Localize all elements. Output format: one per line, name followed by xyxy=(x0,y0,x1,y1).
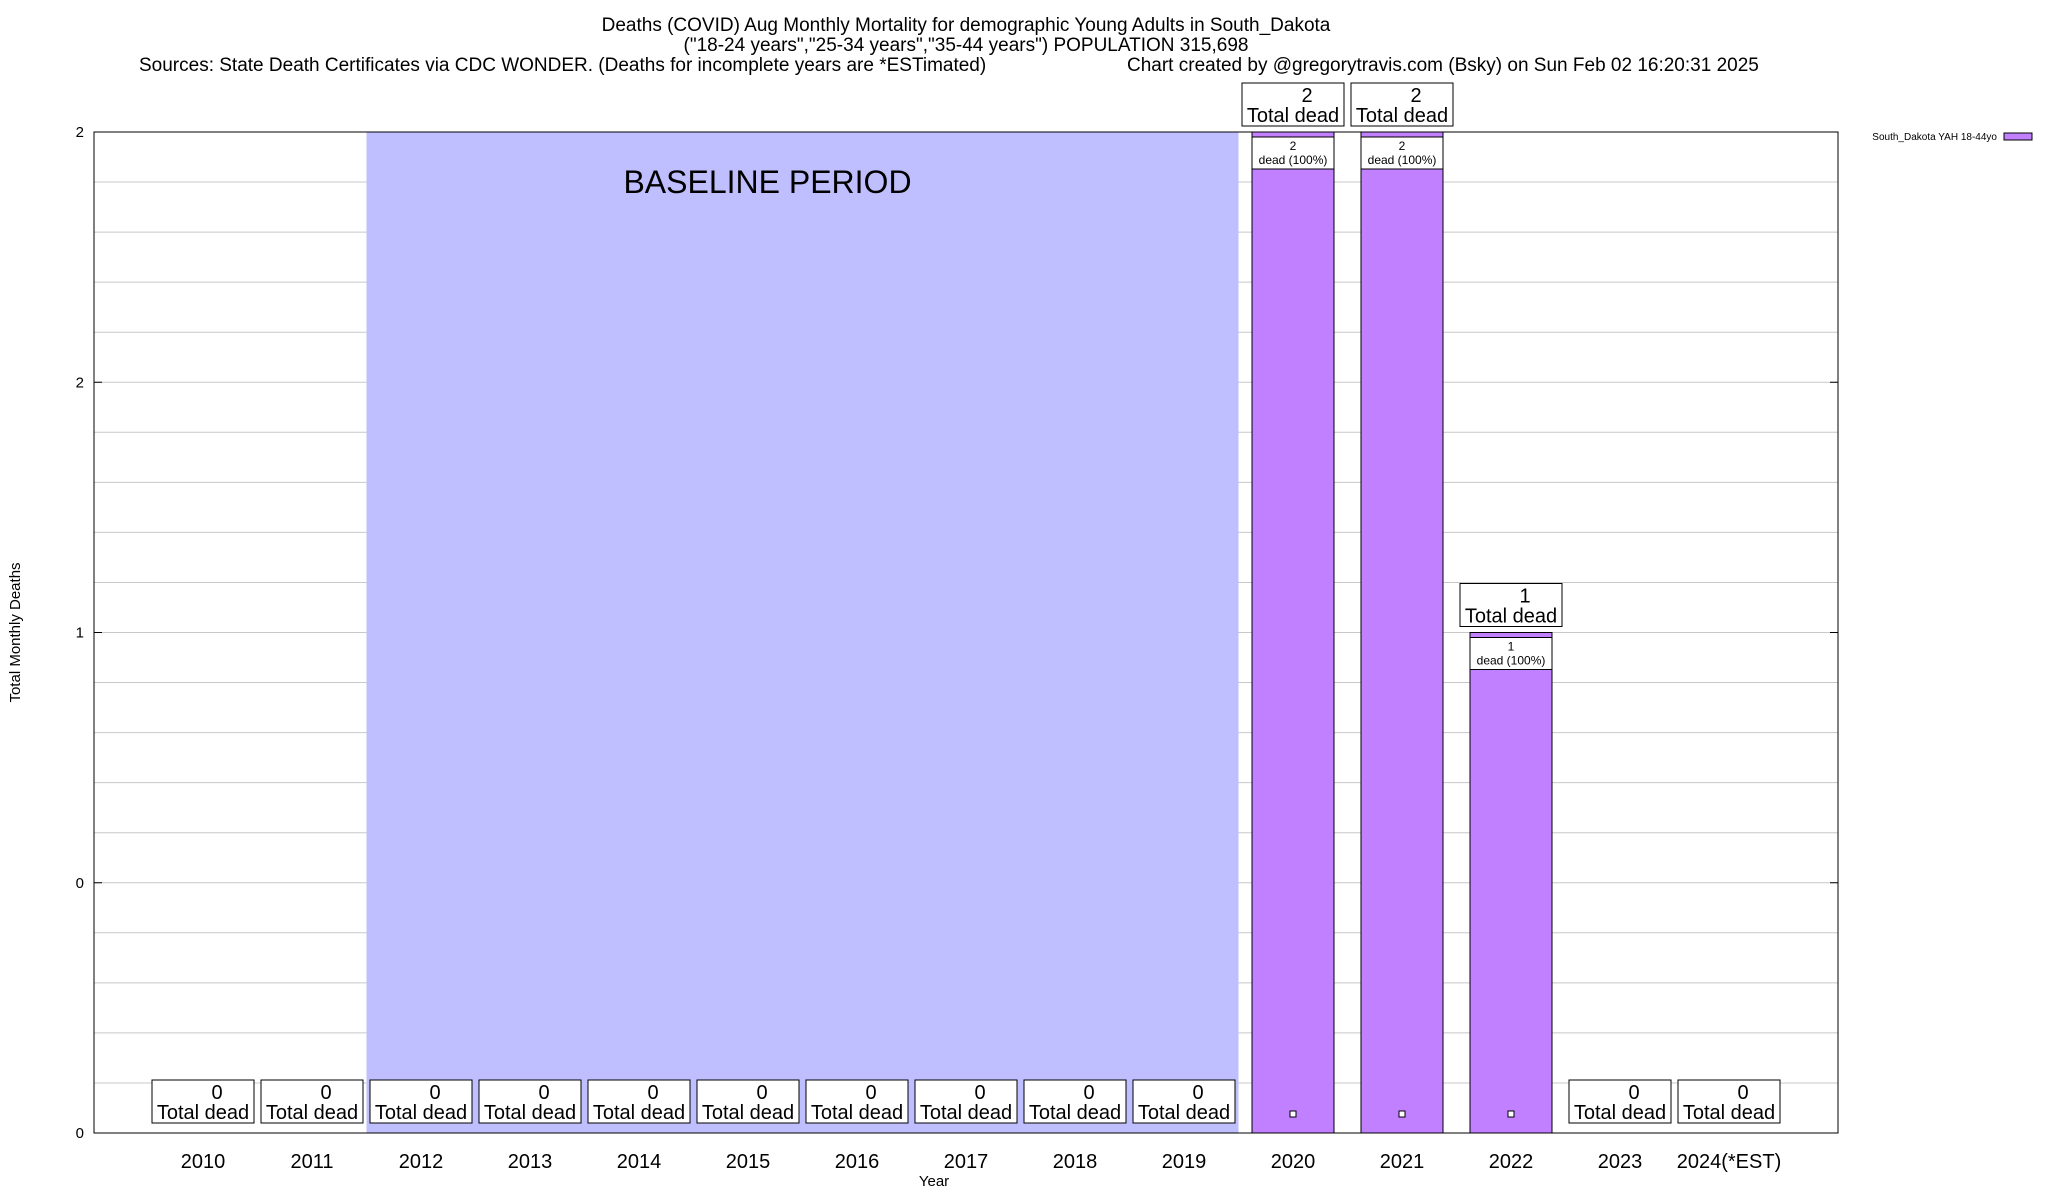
total-label-count: 2 xyxy=(1301,85,1312,107)
x-tick-label: 2018 xyxy=(1053,1151,1098,1173)
total-label-text: Total dead xyxy=(1574,1102,1666,1124)
total-label-box xyxy=(805,1079,909,1124)
y-axis: 0 0 1 2 2 xyxy=(76,124,1838,1142)
total-label-text: Total dead xyxy=(1029,1102,1121,1124)
legend-swatch xyxy=(2003,132,2033,141)
x-tick-label: 2011 xyxy=(290,1151,333,1173)
total-label-count: 2 xyxy=(1410,85,1421,107)
baseline-region: BASELINE PERIOD xyxy=(366,132,1239,1133)
total-label-box xyxy=(478,1079,582,1124)
total-label-box xyxy=(587,1079,691,1124)
total-label-box xyxy=(260,1079,364,1124)
y-tick-label: 2 xyxy=(76,374,84,391)
total-label-text: Total dead xyxy=(1247,105,1339,127)
x-tick-label: 2024(*EST) xyxy=(1677,1151,1782,1173)
total-label-box xyxy=(1023,1079,1127,1124)
x-tick-label: 2015 xyxy=(726,1151,771,1173)
total-label-box xyxy=(369,1079,473,1124)
total-label-count: 0 xyxy=(756,1082,767,1104)
total-label-text: Total dead xyxy=(920,1102,1012,1124)
segment-label-box xyxy=(1251,136,1335,170)
y-tick-label: 2 xyxy=(76,124,84,141)
total-label-text: Total dead xyxy=(593,1102,685,1124)
total-label-text: Total dead xyxy=(1683,1102,1775,1124)
total-label-text: Total dead xyxy=(1138,1102,1230,1124)
total-label-text: Total dead xyxy=(1465,606,1557,628)
bar xyxy=(1469,632,1553,1134)
y-tick-label: 1 xyxy=(76,625,84,642)
baseline-label: BASELINE PERIOD xyxy=(623,164,911,200)
x-tick-label: 2017 xyxy=(944,1151,989,1173)
total-label-count: 0 xyxy=(320,1082,331,1104)
chart-title: Deaths (COVID) Aug Monthly Mortality for… xyxy=(602,15,1331,36)
total-label-count: 0 xyxy=(1192,1082,1203,1104)
total-label-count: 0 xyxy=(538,1082,549,1104)
total-label-count: 0 xyxy=(865,1082,876,1104)
total-label-text: Total dead xyxy=(157,1102,249,1124)
total-label-text: Total dead xyxy=(1356,105,1448,127)
chart-titles: Deaths (COVID) Aug Monthly Mortality for… xyxy=(139,15,1759,76)
x-axis-label: Year xyxy=(919,1173,949,1190)
bar xyxy=(1251,131,1335,1134)
x-tick-label: 2019 xyxy=(1162,1151,1207,1173)
total-label-box xyxy=(696,1079,800,1124)
total-label-count: 0 xyxy=(429,1082,440,1104)
x-tick-label: 2020 xyxy=(1271,1151,1316,1173)
total-label-count: 0 xyxy=(1628,1082,1639,1104)
segment-label-count: 2 xyxy=(1290,139,1297,153)
segment-label-count: 1 xyxy=(1508,640,1515,654)
y-tick-label: 0 xyxy=(76,875,84,892)
total-label-count: 0 xyxy=(647,1082,658,1104)
x-tick-marker xyxy=(1398,1110,1406,1118)
y-tick-label: 0 xyxy=(76,1125,84,1142)
total-label-box xyxy=(914,1079,1018,1124)
total-label-box xyxy=(1568,1079,1672,1124)
chart-credit: Chart created by @gregorytravis.com (Bsk… xyxy=(1127,55,1759,76)
segment-label-box xyxy=(1469,637,1553,670)
baseline-rect xyxy=(366,132,1239,1133)
total-label-box xyxy=(1241,82,1345,127)
x-tick-label: 2014 xyxy=(617,1151,662,1173)
total-label-box xyxy=(151,1079,255,1124)
total-label-box xyxy=(1132,1079,1236,1124)
total-label-box xyxy=(1677,1079,1781,1124)
segment-label-count: 2 xyxy=(1399,139,1406,153)
x-tick-marker xyxy=(1507,1110,1515,1118)
total-label-box xyxy=(1459,583,1563,627)
total-label-text: Total dead xyxy=(375,1102,467,1124)
x-tick-label: 2013 xyxy=(508,1151,553,1173)
x-tick-label: 2016 xyxy=(835,1151,880,1173)
legend: South_Dakota YAH 18-44yo xyxy=(1872,132,2033,143)
total-label-text: Total dead xyxy=(702,1102,794,1124)
chart-subtitle: ("18-24 years","25-34 years","35-44 year… xyxy=(684,35,1249,56)
x-tick-label: 2010 xyxy=(181,1151,226,1173)
total-label-text: Total dead xyxy=(266,1102,358,1124)
y-axis-label: Total Monthly Deaths xyxy=(7,562,24,702)
segment-label-text: dead (100%) xyxy=(1477,654,1546,668)
x-tick-label: 2023 xyxy=(1598,1151,1643,1173)
x-axis: 2010 2011 2012 2013 2014 2015 2016 2017 2018 2019… xyxy=(181,1110,1782,1173)
total-label-count: 1 xyxy=(1519,586,1530,608)
x-tick-label: 2022 xyxy=(1489,1151,1534,1173)
total-label-count: 0 xyxy=(211,1082,222,1104)
total-label-text: Total dead xyxy=(811,1102,903,1124)
chart-sources: Sources: State Death Certificates via CD… xyxy=(139,55,986,76)
total-label-count: 0 xyxy=(1737,1082,1748,1104)
segment-label-box xyxy=(1360,136,1444,170)
total-label-text: Total dead xyxy=(484,1102,576,1124)
total-label-count: 0 xyxy=(974,1082,985,1104)
x-tick-marker xyxy=(1289,1110,1297,1118)
x-tick-label: 2021 xyxy=(1380,1151,1425,1173)
x-tick-label: 2012 xyxy=(399,1151,444,1173)
bar xyxy=(1360,131,1444,1134)
total-label-count: 0 xyxy=(1083,1082,1094,1104)
total-label-box xyxy=(1350,82,1454,127)
segment-label-text: dead (100%) xyxy=(1259,153,1328,167)
legend-entry-label: South_Dakota YAH 18-44yo xyxy=(1872,132,1997,143)
segment-label-text: dead (100%) xyxy=(1368,153,1437,167)
